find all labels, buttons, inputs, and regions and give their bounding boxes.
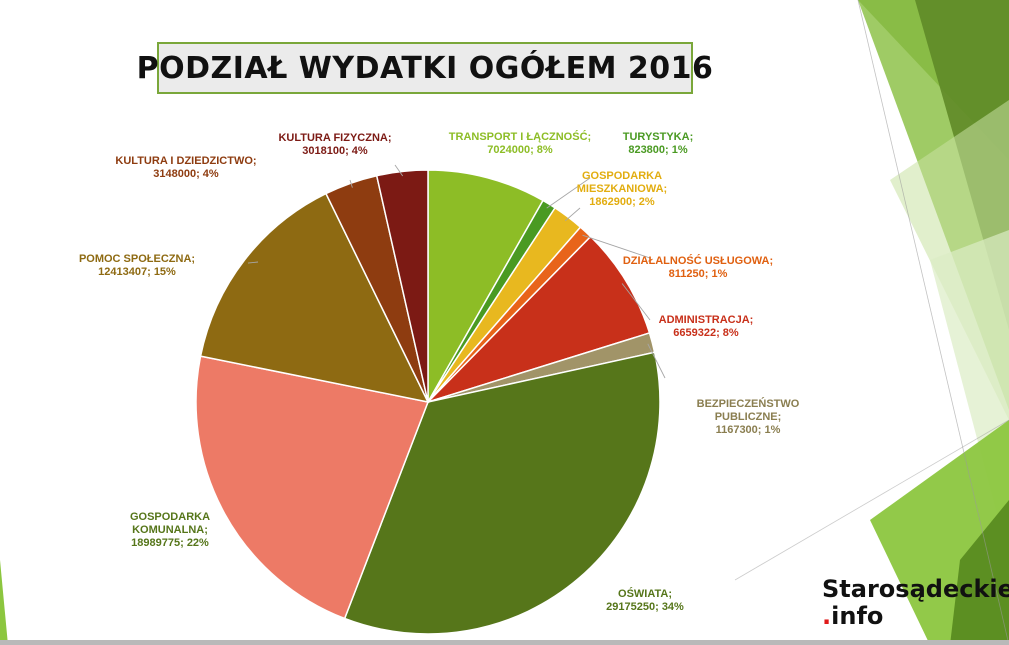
data-label-line: 6659322; 8% [673,327,739,339]
data-label-line: 29175250; 34% [606,601,684,613]
data-label-transport-i-lacznosc: TRANSPORT I ŁĄCZNOŚĆ; 7024000; 8% [449,130,591,156]
data-label-bezpieczenstwo-publiczne: BEZPIECZEŃSTWO PUBLICZNE; 1167300; 1% [697,397,800,436]
data-label-line: MIESZKANIOWA; [577,183,667,195]
data-label-line: GOSPODARKA [582,170,662,182]
deco-shape [950,500,1009,645]
leader-line-pomoc-spoleczna [247,261,259,264]
data-label-gospodarka-komunalna: GOSPODARKA KOMUNALNA; 18989775; 22% [130,511,210,549]
data-label-line: 3148000; 4% [153,168,219,180]
data-label-pomoc-spoleczna: POMOC SPOŁECZNA; 12413407; 15% [79,253,195,278]
data-label-dzialalnosc-uslugowa: DZIAŁALNOŚĆ USŁUGOWA; 811250; 1% [623,254,773,280]
data-label-line: TURYSTYKA; [623,131,693,143]
bottom-bar [0,640,1009,645]
leader-line-gospodarka-mieszkaniowa [565,207,581,222]
data-label-kultura-i-dziedzictwo: KULTURA I DZIEDZICTWO; 3148000; 4% [115,155,256,180]
data-label-line: 3018100; 4% [302,145,368,157]
leader-line-turystyka [546,177,591,209]
pie-slice-oswiata [343,351,661,635]
logo-suffix: info [831,602,884,630]
data-label-line: 12413407; 15% [98,266,176,278]
data-label-line: KULTURA FIZYCZNA; [278,132,391,144]
data-label-line: 823800; 1% [628,144,688,156]
data-label-line: 1862900; 2% [589,196,655,208]
data-label-line: KULTURA I DZIEDZICTWO; [115,155,256,167]
leader-line-administracja [621,283,651,321]
logo-line-2: .info [822,603,1009,630]
data-label-line: ADMINISTRACJA; [659,314,754,326]
data-label-administracja: ADMINISTRACJA; 6659322; 8% [659,314,754,339]
chart-title: PODZIAŁ WYDATKI OGÓŁEM 2016 [136,50,714,86]
data-label-line: DZIAŁALNOŚĆ USŁUGOWA; [623,254,773,267]
data-label-oswiata: OŚWIATA; 29175250; 34% [606,587,684,613]
data-label-kultura-fizyczna: KULTURA FIZYCZNA; 3018100; 4% [278,132,391,157]
logo-line-1: Starosądeckie [822,575,1009,603]
data-label-line: POMOC SPOŁECZNA; [79,253,195,265]
data-label-line: 1167300; 1% [716,424,781,436]
site-logo: Starosądeckie .info [822,576,1009,630]
deco-shape [0,560,8,645]
leader-line-kultura-fizyczna [394,164,404,177]
data-label-line: 18989775; 22% [131,537,209,549]
data-label-line: 811250; 1% [669,268,728,280]
data-label-line: OŚWIATA; [618,587,672,600]
data-label-turystyka: TURYSTYKA; 823800; 1% [623,131,693,156]
data-label-line: GOSPODARKA [130,511,210,523]
deco-line [857,0,1009,645]
data-label-line: PUBLICZNE; [715,411,782,423]
pie-slice-pomoc-spoleczna [199,192,430,404]
pie-slice-gospodarka-komunalna [195,355,430,620]
deco-line [734,419,1009,581]
pie-slices [195,169,661,635]
data-label-gospodarka-mieszkaniowa: GOSPODARKA MIESZKANIOWA; 1862900; 2% [577,170,667,208]
pie-slice-kultura-fizyczna [375,169,429,403]
leader-line-bezpieczenstwo-publiczne [647,343,666,379]
chart-title-box: PODZIAŁ WYDATKI OGÓŁEM 2016 [137,42,713,94]
leader-lines [247,164,666,379]
data-label-line: BEZPIECZEŃSTWO [697,397,800,410]
pie-slice-transport-i-lacznosc [427,169,545,405]
logo-dot: . [822,602,832,630]
data-label-line: 7024000; 8% [487,144,553,156]
leader-line-kultura-i-dziedzictwo [349,179,353,188]
data-labels: TRANSPORT I ŁĄCZNOŚĆ; 7024000; 8% TURYSTYK… [79,130,800,613]
leader-line-dzialalnosc-uslugowa [582,234,651,259]
data-label-line: KOMUNALNA; [132,524,208,536]
data-label-line: TRANSPORT I ŁĄCZNOŚĆ; [449,130,591,143]
